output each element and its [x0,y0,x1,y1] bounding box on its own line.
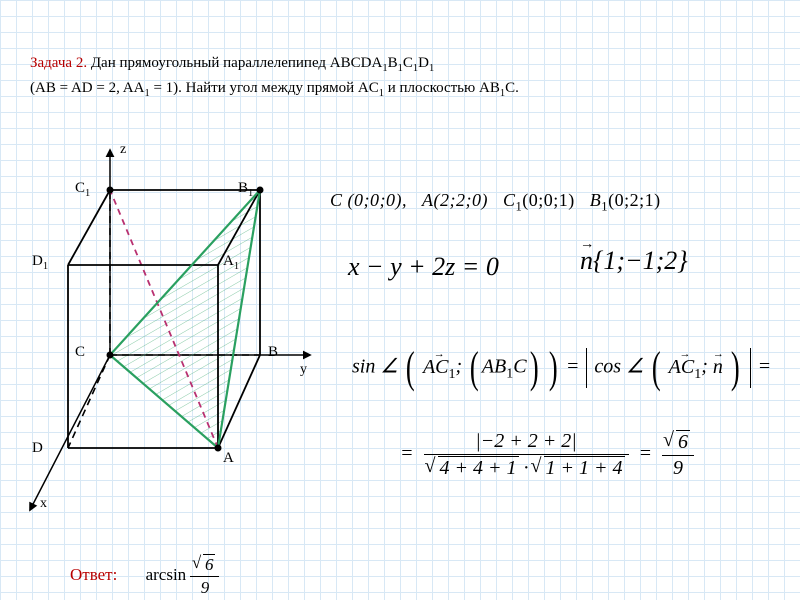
coords-list: C (0;0;0), A(2;2;0) C1(0;0;1) B1(0;2;1) [330,190,661,215]
cube-svg [20,140,330,540]
diagram: C1 B1 D1 A1 C B D Az y x [20,140,330,540]
normal-vector: n{1;−1;2} [580,246,688,276]
axis-label-z: z [120,142,126,158]
problem-statement: Задача 2. Дан прямоугольный параллелепип… [30,52,519,103]
axis-label-x: x [40,496,47,512]
fraction-calculation: = |−2 + 2 + 2| 4 + 4 + 1 · 1 + 1 + 4 = 6… [400,430,694,480]
vertex-label-A1: A1 [223,253,239,272]
vertex-label-A: A [223,450,234,467]
task-label: Задача 2. [30,55,87,71]
vertex-label-D1: D1 [32,253,48,272]
plane-equation: x − y + 2z = 0 [348,252,499,282]
vertex-label-C: C [75,344,85,361]
vertex-label-C1: C1 [75,180,90,199]
vertex-label-B1: B1 [238,180,253,199]
sin-cos-expression: sin ∠ ( AC1; (AB1C) ) = cos ∠ ( AC1; n )… [352,348,771,388]
vertex-label-B: B [268,344,278,361]
axis-label-y: y [300,362,307,378]
answer: Ответ: arcsin 6 9 [70,554,219,598]
vertex-label-D: D [32,440,43,457]
content-layer: Задача 2. Дан прямоугольный параллелепип… [0,0,800,600]
